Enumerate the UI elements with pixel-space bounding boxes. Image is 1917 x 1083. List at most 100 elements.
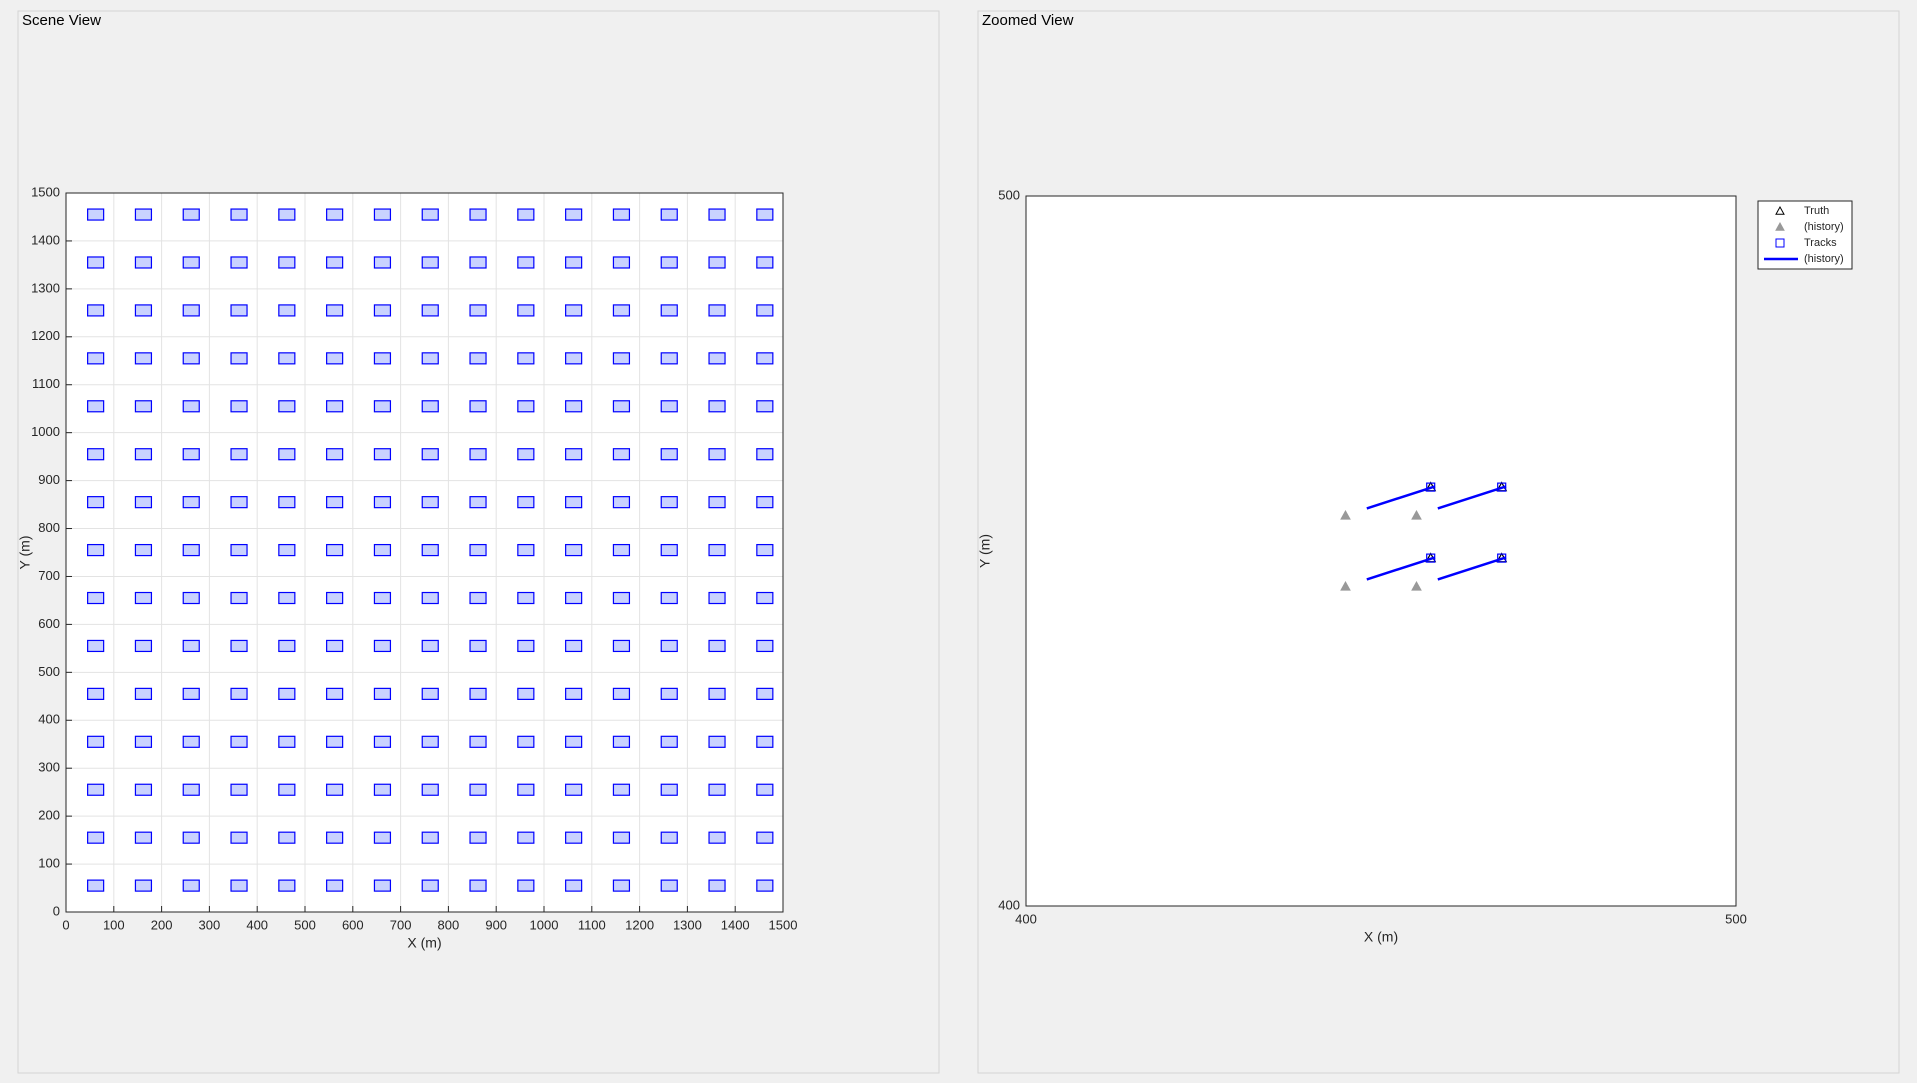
target-cluster: [421, 448, 439, 461]
target-cluster: [182, 831, 200, 844]
target-cluster: [517, 352, 535, 365]
target-cluster: [134, 448, 153, 461]
target-cluster: [134, 543, 153, 557]
target-cluster: [708, 687, 726, 700]
target-cluster: [708, 735, 726, 748]
x-axis-label: X (m): [407, 935, 441, 951]
target-cluster: [134, 208, 153, 221]
target-cluster: [660, 208, 678, 221]
target-cluster: [87, 735, 105, 748]
x-tick-label: 600: [342, 917, 364, 932]
target-cluster: [756, 256, 774, 269]
target-cluster: [517, 400, 535, 413]
y-axis-label: Y (m): [977, 534, 993, 568]
target-cluster: [230, 639, 248, 653]
target-cluster: [612, 448, 631, 461]
target-cluster: [756, 687, 774, 700]
target-cluster: [517, 783, 535, 796]
target-cluster: [565, 783, 583, 796]
target-cluster: [182, 591, 200, 605]
y-tick-label: 1400: [31, 232, 60, 247]
target-cluster: [612, 352, 631, 365]
target-cluster: [230, 496, 248, 509]
target-cluster: [182, 448, 200, 461]
target-cluster: [565, 879, 583, 892]
legend-label: Tracks: [1804, 237, 1837, 249]
target-cluster: [565, 639, 583, 653]
target-cluster: [326, 400, 344, 413]
history-marker: [1411, 580, 1422, 591]
target-cluster: [708, 448, 726, 461]
target-cluster: [469, 783, 487, 796]
target-cluster: [612, 591, 631, 605]
target-cluster: [278, 831, 296, 844]
history-marker: [1340, 580, 1351, 591]
target-cluster: [134, 496, 153, 509]
target-cluster: [87, 687, 105, 700]
target-cluster: [421, 879, 439, 892]
target-cluster: [87, 496, 105, 509]
target-cluster: [612, 543, 631, 557]
target-cluster: [278, 543, 296, 557]
target-cluster: [469, 687, 487, 700]
target-cluster: [278, 352, 296, 365]
target-cluster: [230, 400, 248, 413]
y-tick-label: 500: [998, 187, 1020, 202]
target-cluster: [278, 735, 296, 748]
legend-symbol: [1775, 221, 1785, 231]
target-cluster: [756, 783, 774, 796]
axes-box: [65, 192, 784, 913]
target-cluster: [182, 208, 200, 221]
target-cluster: [660, 543, 678, 557]
target-cluster: [612, 400, 631, 413]
target-cluster: [421, 543, 439, 557]
target-cluster: [660, 352, 678, 365]
target-cluster: [87, 256, 105, 269]
target-cluster: [87, 879, 105, 892]
target-cluster: [278, 687, 296, 700]
x-tick-label: 1100: [578, 917, 606, 932]
target-cluster: [182, 735, 200, 748]
target-cluster: [230, 687, 248, 700]
target-cluster: [134, 639, 153, 653]
target-cluster: [517, 448, 535, 461]
y-tick-label: 600: [38, 616, 60, 631]
target-cluster: [278, 496, 296, 509]
target-cluster: [421, 687, 439, 700]
target-cluster: [565, 496, 583, 509]
target-cluster: [421, 352, 439, 365]
x-tick-label: 400: [1015, 911, 1037, 926]
target-cluster: [517, 208, 535, 221]
y-tick-label: 400: [998, 897, 1020, 912]
target-cluster: [517, 543, 535, 557]
target-cluster: [182, 496, 200, 509]
target-cluster: [612, 783, 631, 796]
x-axis-label: X (m): [1364, 929, 1398, 945]
target-cluster: [612, 304, 631, 317]
target-cluster: [421, 400, 439, 413]
target-cluster: [373, 496, 392, 509]
y-tick-label: 700: [38, 568, 60, 583]
target-cluster: [326, 591, 344, 605]
target-cluster: [182, 256, 200, 269]
y-tick-label: 1000: [31, 424, 60, 439]
target-cluster: [421, 591, 439, 605]
target-cluster: [469, 496, 487, 509]
y-tick-label: 500: [38, 664, 60, 679]
target-cluster: [517, 735, 535, 748]
target-cluster: [182, 543, 200, 557]
target-cluster: [278, 304, 296, 317]
target-cluster: [708, 400, 726, 413]
target-cluster: [612, 639, 631, 653]
target-cluster: [182, 400, 200, 413]
target-cluster: [87, 591, 105, 605]
target-cluster: [134, 256, 153, 269]
target-cluster: [708, 543, 726, 557]
target-cluster: [134, 831, 153, 844]
target-cluster: [421, 496, 439, 509]
target-cluster: [565, 256, 583, 269]
target-cluster: [278, 639, 296, 653]
target-cluster: [134, 591, 153, 605]
target-cluster: [182, 783, 200, 796]
target-cluster: [278, 879, 296, 892]
